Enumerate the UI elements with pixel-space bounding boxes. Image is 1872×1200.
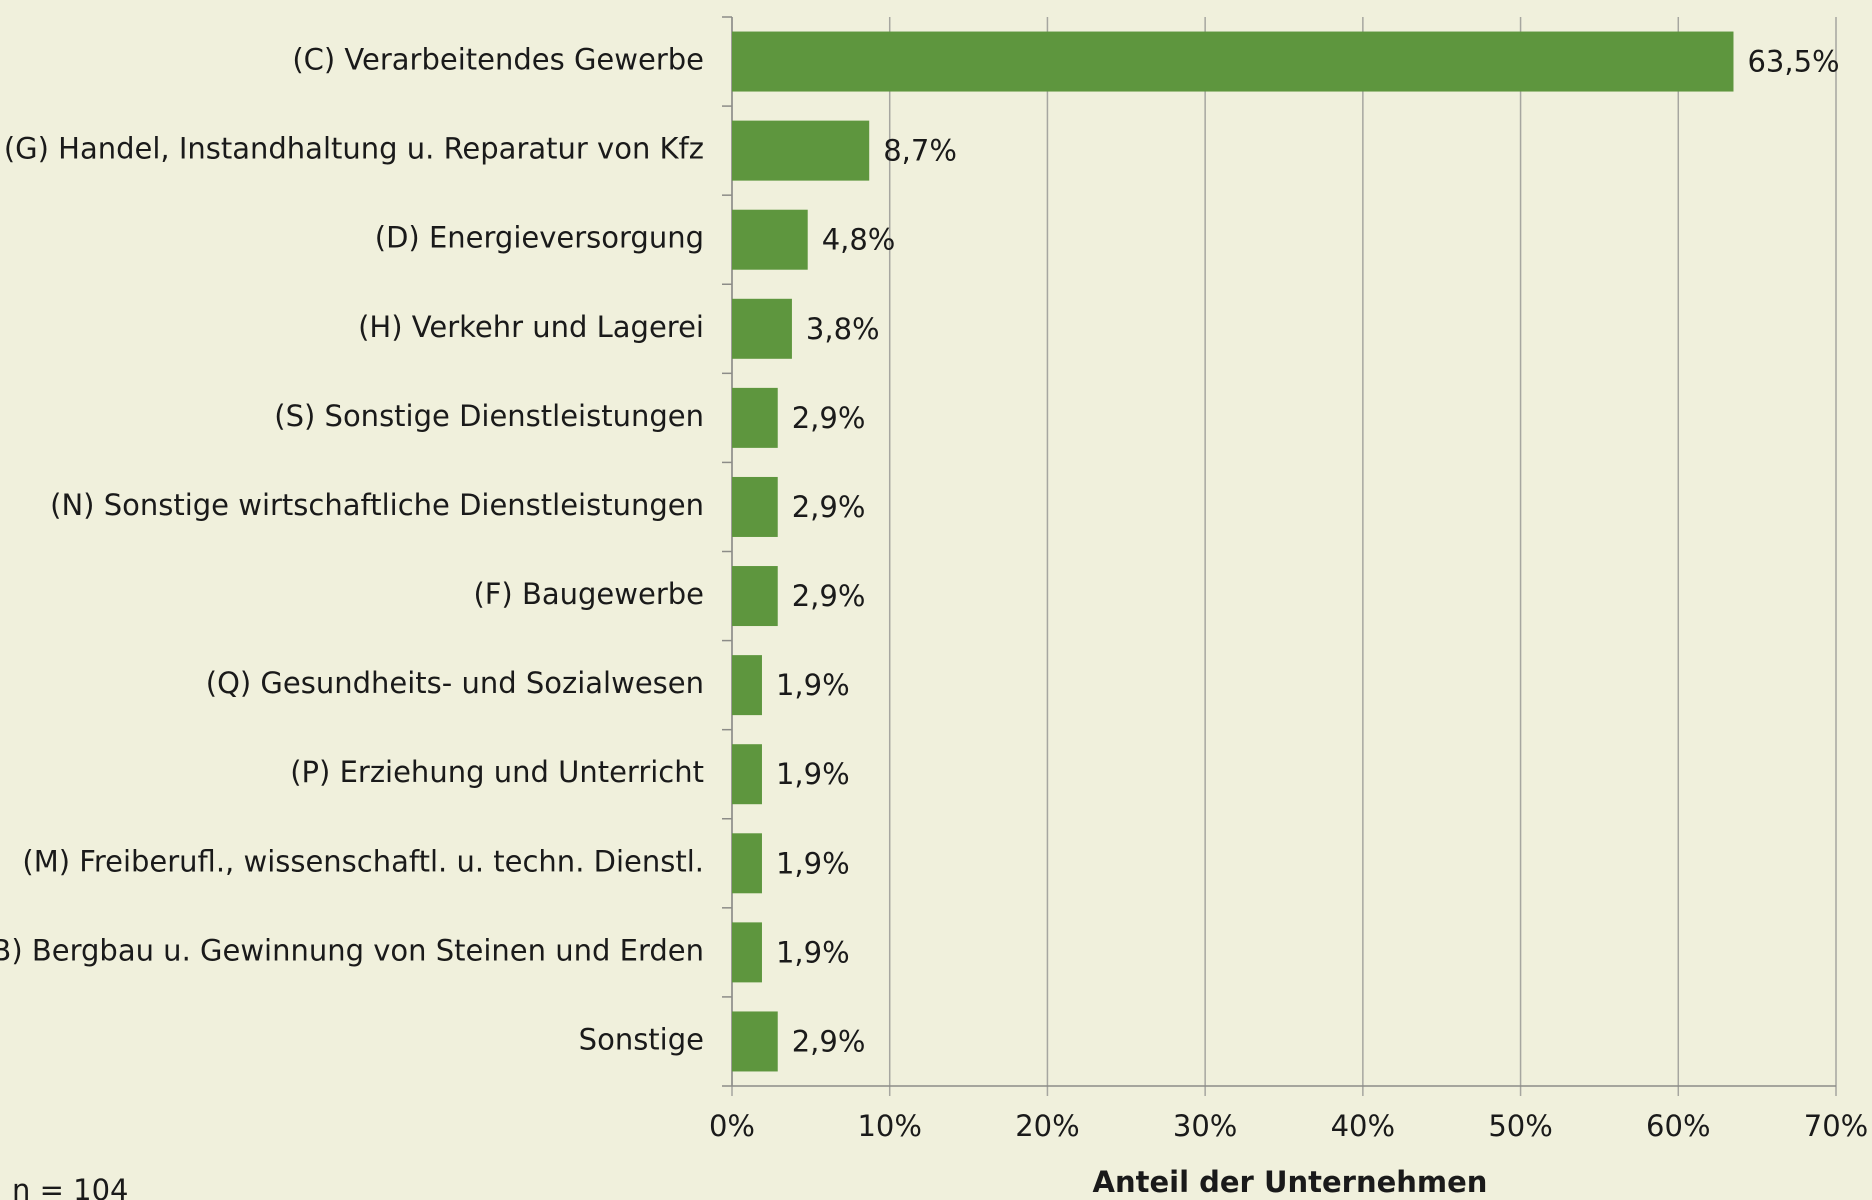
bar — [732, 655, 762, 716]
x-tick-label: 30% — [1173, 1109, 1237, 1143]
x-tick-label: 40% — [1331, 1109, 1395, 1143]
y-tick-label: (F) Baugewerbe — [473, 577, 704, 611]
data-label: 3,8% — [806, 312, 880, 346]
data-label: 4,8% — [822, 223, 896, 257]
y-tick-label: (M) Freiberufl., wissenschaftl. u. techn… — [22, 844, 704, 878]
bar — [732, 476, 778, 537]
x-tick-label: 50% — [1488, 1109, 1552, 1143]
y-tick-label: (H) Verkehr und Lagerei — [358, 310, 704, 344]
bar — [732, 922, 762, 983]
data-label: 1,9% — [776, 757, 850, 791]
y-tick-label: Sonstige — [579, 1022, 704, 1056]
data-label: 2,9% — [792, 579, 866, 613]
x-tick-label: 20% — [1015, 1109, 1079, 1143]
y-tick-label: (C) Verarbeitendes Gewerbe — [292, 43, 704, 77]
y-tick-label: (S) Sonstige Dienstleistungen — [274, 399, 704, 433]
bar — [732, 31, 1734, 92]
data-label: 1,9% — [776, 668, 850, 702]
data-label: 1,9% — [776, 935, 850, 969]
bar — [732, 566, 778, 627]
bar — [732, 298, 792, 359]
bar — [732, 209, 808, 270]
bar — [732, 1011, 778, 1072]
y-tick-label: (G) Handel, Instandhaltung u. Reparatur … — [4, 132, 704, 166]
data-label: 1,9% — [776, 846, 850, 880]
data-label: 63,5% — [1747, 45, 1839, 79]
y-tick-label: (N) Sonstige wirtschaftliche Dienstleist… — [50, 488, 704, 522]
y-tick-label: (B) Bergbau u. Gewinnung von Steinen und… — [0, 933, 704, 967]
x-tick-label: 10% — [857, 1109, 921, 1143]
data-label: 2,9% — [792, 401, 866, 435]
note: n = 104 — [12, 1173, 128, 1200]
data-label: 2,9% — [792, 1024, 866, 1058]
y-tick-label: (P) Erziehung und Unterricht — [290, 755, 704, 789]
y-tick-label: (Q) Gesundheits- und Sozialwesen — [206, 666, 704, 700]
y-tick-label: (D) Energieversorgung — [375, 221, 704, 255]
x-tick-label: 60% — [1646, 1109, 1710, 1143]
bar — [732, 744, 762, 805]
x-tick-label: 0% — [709, 1109, 755, 1143]
x-axis-label: Anteil der Unternehmen — [1093, 1165, 1488, 1199]
data-label: 8,7% — [883, 134, 957, 168]
x-tick-label: 70% — [1804, 1109, 1868, 1143]
data-label: 2,9% — [792, 490, 866, 524]
bar — [732, 833, 762, 894]
bar — [732, 120, 870, 181]
bar — [732, 387, 778, 448]
